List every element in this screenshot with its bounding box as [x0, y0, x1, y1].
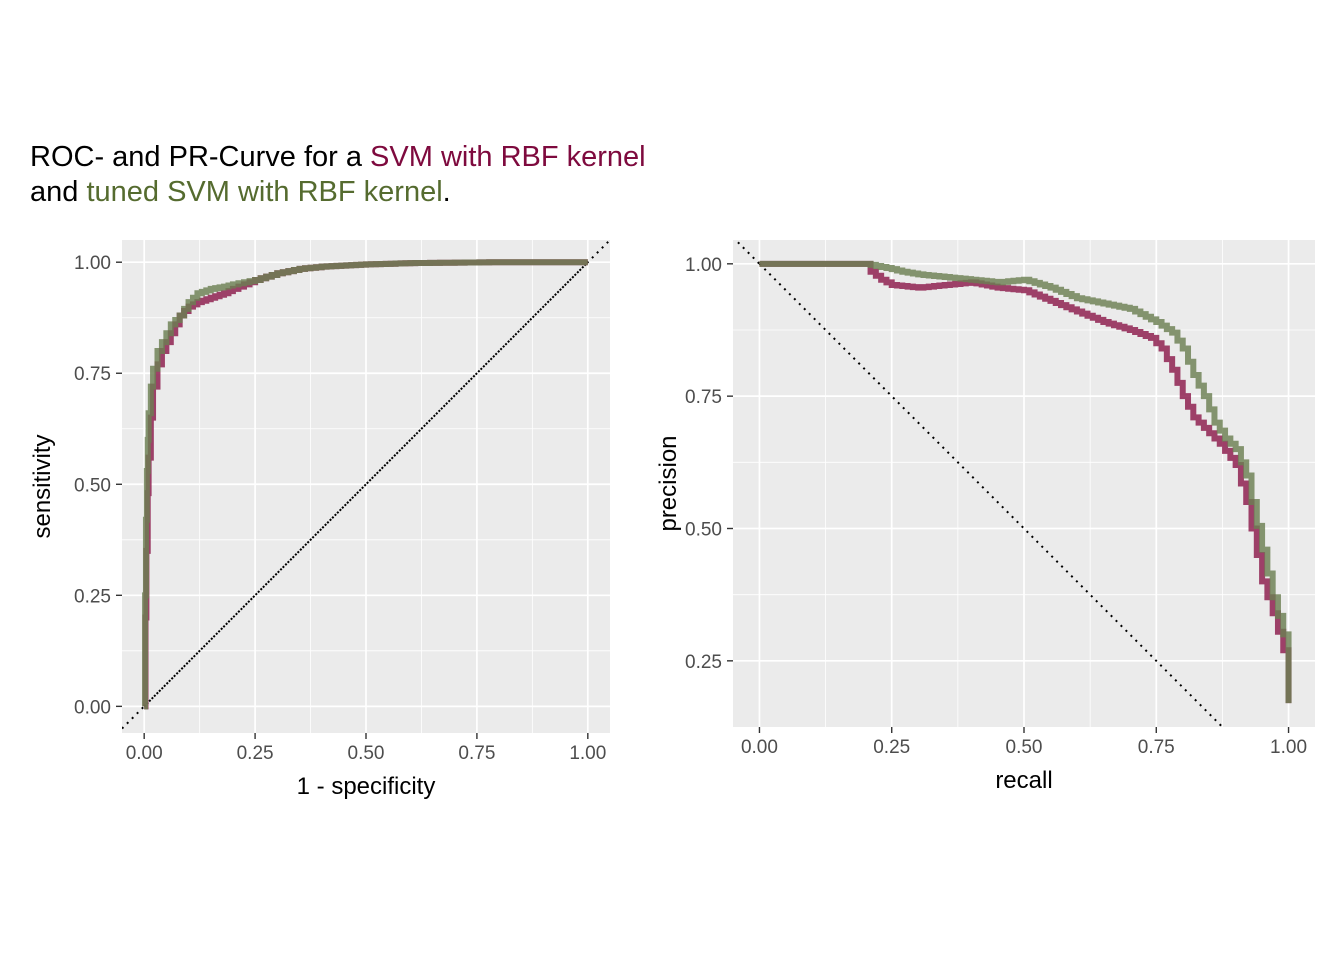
roc-y-tick-label: 1.00	[74, 253, 111, 274]
roc-x-tick-label: 0.00	[126, 743, 163, 764]
title-period: .	[442, 176, 451, 208]
title-text-and: and	[30, 176, 87, 208]
roc-reference-line-extension	[122, 240, 610, 730]
pr-y-axis-title: precision	[655, 435, 682, 531]
pr-y-tick-label: 0.25	[685, 652, 722, 673]
roc-y-tick-label: 0.75	[74, 364, 111, 385]
pr-y-tick-label: 0.75	[685, 387, 722, 408]
roc-x-tick-label: 0.25	[237, 743, 274, 764]
pr-panel: 0.00 0.25 0.50 0.75 1.00 0.25 0.50 0.75 1.00 reca…	[655, 240, 1315, 794]
pr-curve-svm	[759, 260, 1292, 704]
title-line-2: and tuned SVM with RBF kernel.	[30, 176, 451, 208]
title-tuned-svm-highlight: tuned SVM with RBF kernel	[86, 176, 443, 208]
roc-y-tick-label: 0.00	[74, 697, 111, 718]
pr-x-axis-title: recall	[995, 767, 1052, 794]
chart-title: ROC- and PR-Curve for a SVM with RBF ker…	[30, 140, 646, 210]
roc-x-axis-title: 1 - specificity	[297, 773, 436, 800]
roc-y-axis-title: sensitivity	[29, 434, 56, 538]
pr-y-tick-label: 0.50	[685, 519, 722, 540]
title-line-1: ROC- and PR-Curve for a SVM with RBF ker…	[30, 141, 646, 173]
pr-x-tick-label: 0.75	[1138, 737, 1175, 758]
pr-x-tick-label: 0.00	[741, 737, 778, 758]
pr-x-tick-label: 0.25	[873, 737, 910, 758]
roc-y-tick-label: 0.25	[74, 586, 111, 607]
roc-x-tick-label: 0.50	[348, 743, 385, 764]
roc-x-tick-label: 1.00	[569, 743, 606, 764]
pr-x-tick-label: 1.00	[1270, 737, 1307, 758]
pr-curve-tuned-svm	[759, 260, 1292, 704]
pr-y-tick-label: 1.00	[685, 255, 722, 276]
roc-y-tick-label: 0.50	[74, 475, 111, 496]
pr-x-tick-label: 0.50	[1006, 737, 1043, 758]
roc-curve-tuned-svm	[142, 259, 588, 710]
title-text-prefix: ROC- and PR-Curve for a	[30, 141, 371, 173]
roc-x-tick-label: 0.75	[458, 743, 495, 764]
title-svm-highlight: SVM with RBF kernel	[370, 141, 646, 173]
roc-panel: 0.00 0.25 0.50 0.75 1.00 0.00 0.25 0.50 0.75 1.00…	[29, 240, 610, 800]
